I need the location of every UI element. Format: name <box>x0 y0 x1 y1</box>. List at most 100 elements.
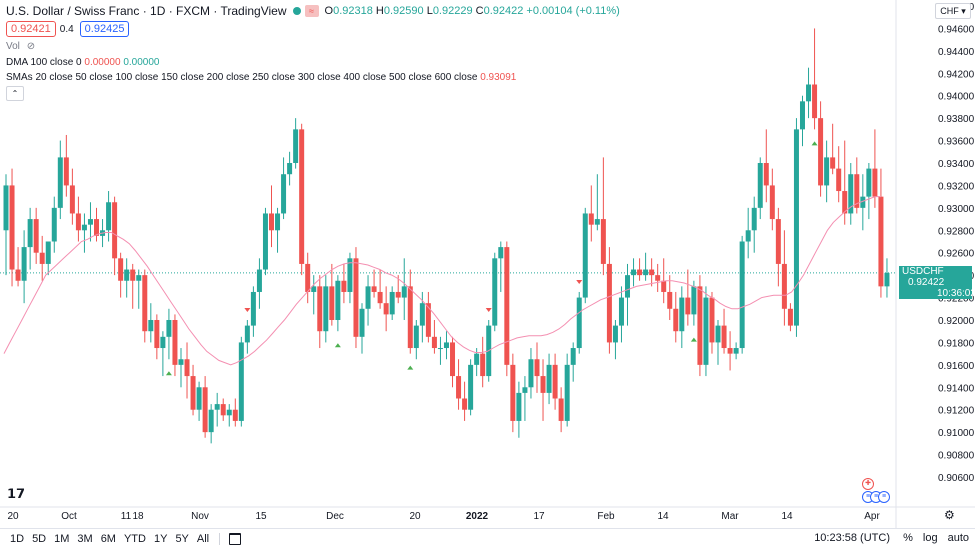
buy-button[interactable]: 0.92425 <box>79 21 130 37</box>
candle-body <box>872 168 878 197</box>
candle-body <box>118 258 124 281</box>
candle-body <box>534 359 540 377</box>
candle-body <box>401 286 407 298</box>
candle-body <box>727 348 733 354</box>
dma-indicator[interactable]: DMA 100 close 0 0.00000 0.00000 <box>6 57 160 68</box>
candle-body <box>528 359 534 388</box>
price-tick-label: 0.93600 <box>938 137 975 148</box>
price-tick-label: 0.92600 <box>938 249 975 260</box>
candle-body <box>21 247 27 281</box>
candle-body <box>148 320 154 332</box>
candle-body <box>552 364 558 399</box>
candle-body <box>570 348 576 365</box>
price-tick-label: 0.94400 <box>938 47 975 58</box>
candle-body <box>317 286 323 332</box>
candle-body <box>244 325 250 343</box>
smas-value: 0.93091 <box>480 72 517 83</box>
market-open-icon <box>292 7 301 15</box>
smas-indicator[interactable]: SMAs 20 close 50 close 100 close 150 clo… <box>6 72 517 83</box>
range-5d-button[interactable]: 5D <box>32 533 47 545</box>
candle-body <box>184 359 190 377</box>
candle-body <box>112 202 118 259</box>
candle-body <box>480 353 486 377</box>
candle-body <box>377 291 383 304</box>
candle-body <box>106 202 112 231</box>
eye-hidden-icon[interactable]: ⊘ <box>26 41 36 52</box>
range-1m-button[interactable]: 1M <box>54 533 70 545</box>
collapse-indicators-button[interactable]: ⌃ <box>6 86 24 101</box>
time-tick-label: Feb <box>597 511 615 522</box>
price-tick-label: 0.94600 <box>938 24 975 35</box>
candle-body <box>685 297 691 315</box>
candle-body <box>474 353 480 365</box>
range-1d-button[interactable]: 1D <box>10 533 25 545</box>
dma-value-1: 0.00000 <box>84 57 121 68</box>
price-tick-label: 0.91200 <box>938 406 975 417</box>
log-toggle[interactable]: log <box>922 532 938 544</box>
candle-body <box>836 168 842 192</box>
symbol-title[interactable]: U.S. Dollar / Swiss Franc · 1D · FXCM · … <box>6 4 287 18</box>
candle-body <box>407 286 413 349</box>
candle-body <box>268 213 274 231</box>
candle-body <box>57 157 63 208</box>
candle-body <box>812 84 818 119</box>
gear-icon[interactable]: ⚙ <box>944 508 955 522</box>
range-3m-button[interactable]: 3M <box>77 533 93 545</box>
percent-toggle[interactable]: % <box>903 532 913 544</box>
event-flag-icon[interactable]: ✚ <box>862 478 874 490</box>
candle-body <box>558 398 564 421</box>
candle-body <box>69 185 75 214</box>
candle-body <box>323 286 329 332</box>
last-price-tag: USDCHF 0.92422 10:36:02 <box>899 265 975 299</box>
candle-body <box>130 269 136 281</box>
candle-body <box>884 272 890 287</box>
candle-body <box>576 297 582 349</box>
price-tick-label: 0.92000 <box>938 316 975 327</box>
candle-body <box>878 196 884 287</box>
candle-body <box>830 157 836 169</box>
candle-body <box>431 336 437 349</box>
candle-body <box>703 297 709 365</box>
candle-body <box>443 342 449 349</box>
candle-body <box>196 387 202 410</box>
candle-body <box>220 404 226 416</box>
calendar-icon[interactable] <box>229 533 242 545</box>
candle-body <box>190 376 196 410</box>
candle-body <box>643 269 649 276</box>
change-value: +0.00104 (+0.11%) <box>526 5 620 17</box>
candle-body <box>262 213 268 270</box>
event-flag-icon[interactable]: ≡ <box>878 491 890 503</box>
candle-body <box>419 303 425 326</box>
wave-icon[interactable]: ≈ <box>304 5 319 17</box>
candle-body <box>154 320 160 349</box>
candle-body <box>281 174 287 214</box>
currency-selector[interactable]: CHF ▾ <box>935 3 971 19</box>
tradingview-logo[interactable]: 𝟭𝟳 <box>7 486 26 501</box>
sma-line <box>3 196 882 366</box>
candle-body <box>208 409 214 433</box>
range-1y-button[interactable]: 1Y <box>153 533 168 545</box>
price-tick-label: 0.90600 <box>938 473 975 484</box>
range-5y-button[interactable]: 5Y <box>175 533 189 545</box>
candle-body <box>504 247 510 365</box>
range-ytd-button[interactable]: YTD <box>123 533 146 545</box>
time-tick-label: 11 <box>121 511 132 522</box>
price-tick-label: 0.93400 <box>938 159 975 170</box>
price-tick-label: 0.90800 <box>938 451 975 462</box>
auto-toggle[interactable]: auto <box>947 532 969 544</box>
range-6m-button[interactable]: 6M <box>100 533 116 545</box>
candle-body <box>359 308 365 337</box>
candle-body <box>510 364 516 421</box>
candle-body <box>172 320 178 365</box>
range-all-button[interactable]: All <box>196 533 210 545</box>
candle-body <box>715 325 721 343</box>
vol-indicator[interactable]: Vol ⊘ <box>6 41 36 52</box>
clock-display[interactable]: 10:23:58 (UTC) <box>814 532 890 544</box>
candle-body <box>588 213 594 225</box>
candle-body <box>848 174 854 214</box>
sell-signal-icon <box>244 308 251 312</box>
sell-button[interactable]: 0.92421 <box>6 21 56 37</box>
time-tick-label: Apr <box>864 511 880 522</box>
candle-body <box>854 174 860 208</box>
